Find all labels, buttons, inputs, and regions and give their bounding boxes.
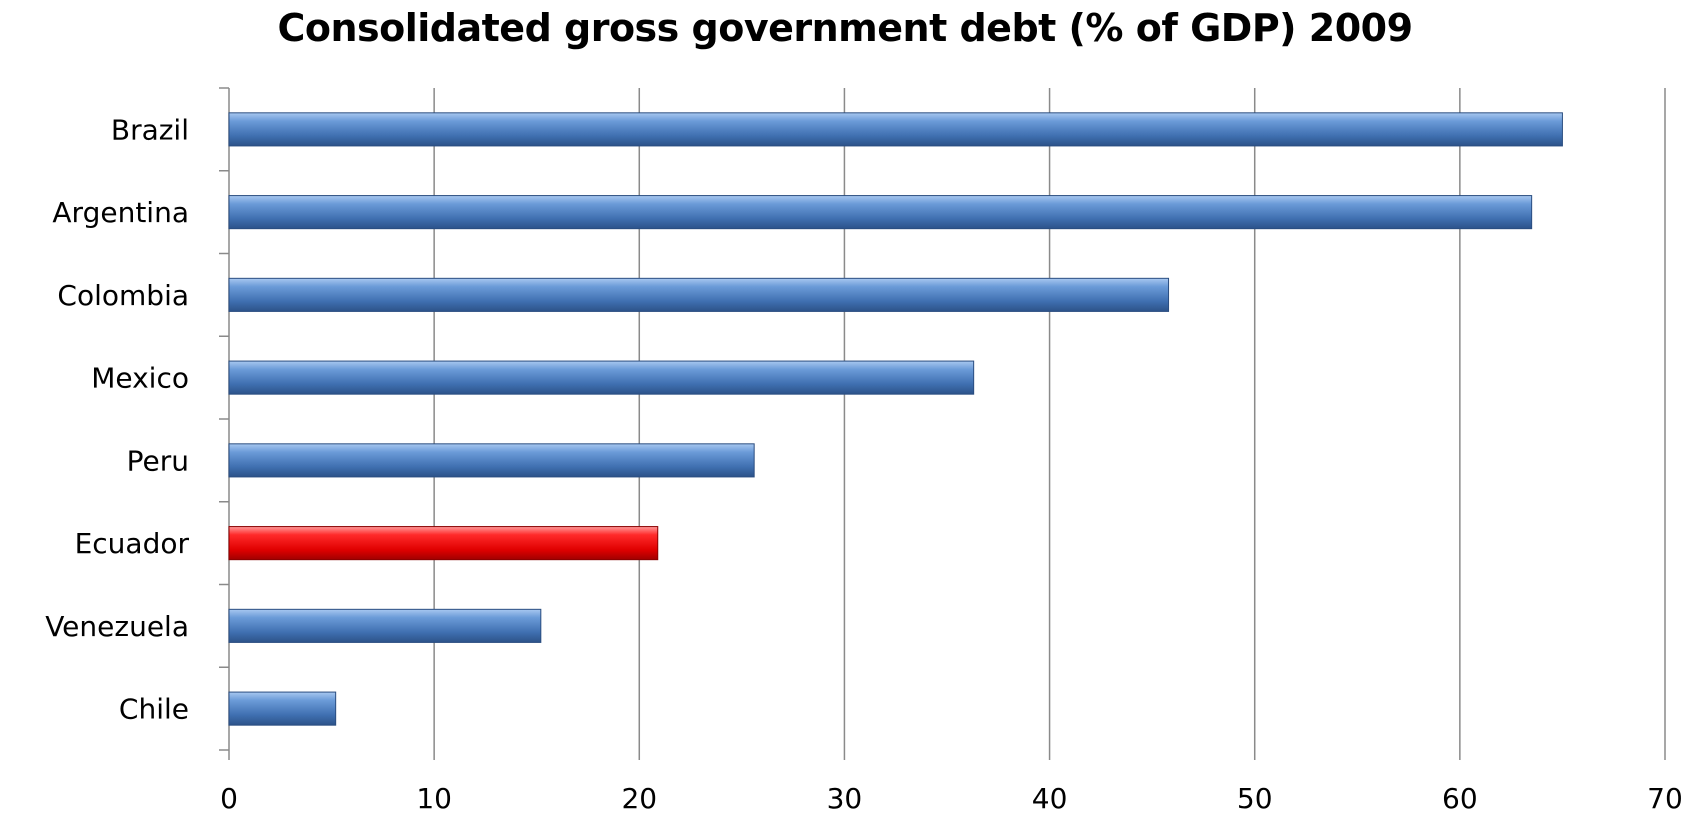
bar-venezuela bbox=[228, 608, 542, 643]
bar-brazil bbox=[228, 112, 1563, 147]
x-tick-label: 20 bbox=[621, 782, 657, 815]
bar-argentina bbox=[228, 195, 1533, 230]
category-label: Brazil bbox=[111, 113, 189, 146]
bar bbox=[228, 112, 1563, 147]
x-tick-label: 0 bbox=[220, 782, 238, 815]
x-tick-label: 40 bbox=[1032, 782, 1068, 815]
category-label: Argentina bbox=[52, 196, 189, 229]
category-label: Venezuela bbox=[45, 610, 189, 643]
bar bbox=[228, 443, 755, 478]
bar bbox=[228, 526, 659, 561]
bar-ecuador bbox=[228, 526, 659, 561]
axes bbox=[219, 87, 1666, 760]
x-tick-label: 50 bbox=[1237, 782, 1273, 815]
bar bbox=[228, 277, 1170, 312]
x-tick-label: 60 bbox=[1442, 782, 1478, 815]
chart-title: Consolidated gross government debt (% of… bbox=[277, 6, 1413, 50]
bar-colombia bbox=[228, 277, 1170, 312]
bar bbox=[228, 691, 337, 726]
bar bbox=[228, 195, 1533, 230]
x-tick-label: 30 bbox=[827, 782, 863, 815]
bar bbox=[228, 608, 542, 643]
gridlines bbox=[433, 88, 1666, 750]
x-tick-label: 10 bbox=[416, 782, 452, 815]
labels: 0 10 20 30 40 50 60 70 Brazil Argentina Colombia Me… bbox=[45, 113, 1683, 815]
bar-chile bbox=[228, 691, 337, 726]
bar-mexico bbox=[228, 360, 975, 395]
bars bbox=[228, 112, 1563, 726]
x-tick-label: 70 bbox=[1647, 782, 1683, 815]
category-label: Colombia bbox=[57, 279, 189, 312]
category-label: Mexico bbox=[91, 362, 189, 395]
category-label: Peru bbox=[127, 444, 189, 477]
category-label: Chile bbox=[119, 693, 189, 726]
category-label: Ecuador bbox=[75, 527, 190, 560]
bar-peru bbox=[228, 443, 755, 478]
bar bbox=[228, 360, 975, 395]
